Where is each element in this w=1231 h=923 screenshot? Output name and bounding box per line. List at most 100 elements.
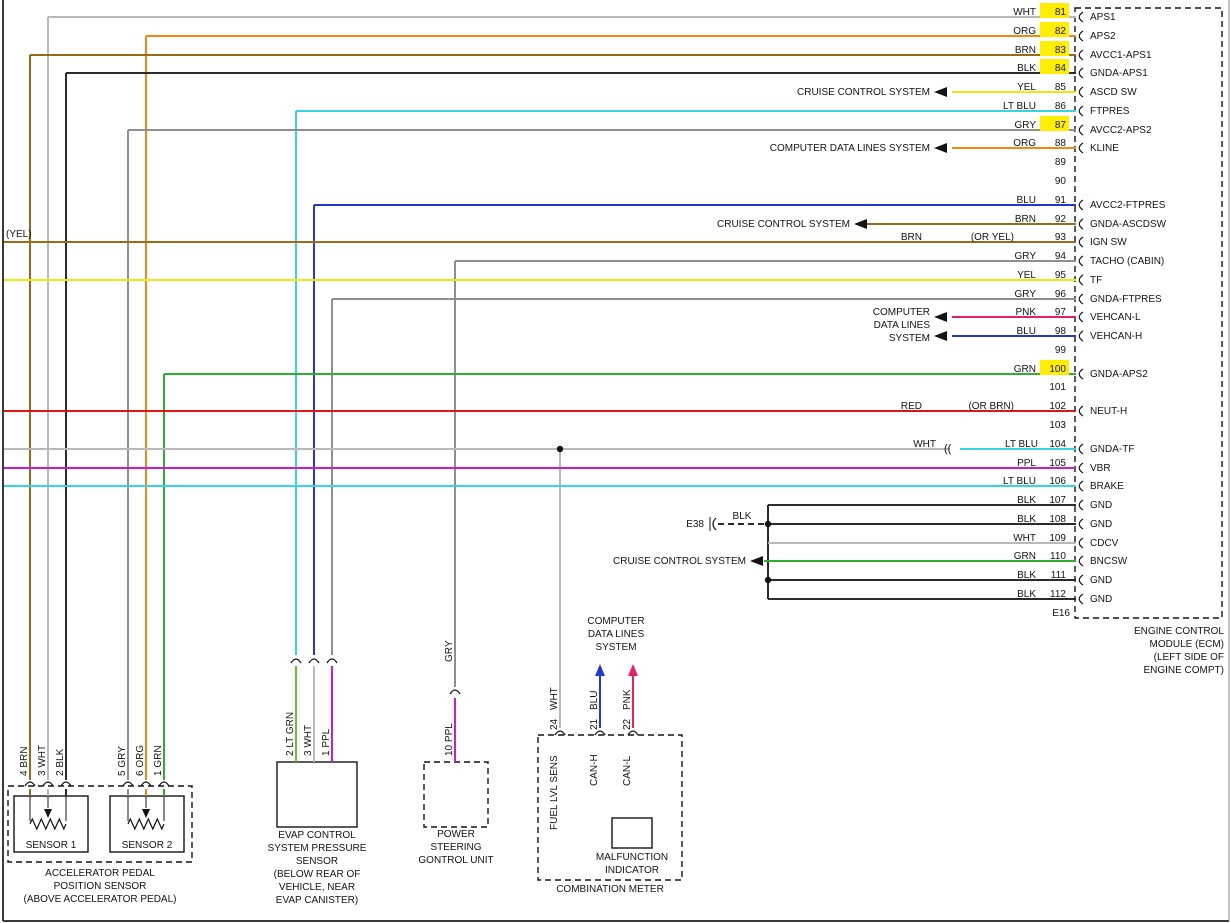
inline-connector-symbol: (( (944, 443, 952, 455)
flow-arrow-up (595, 664, 605, 676)
pin-number: 102 (1049, 401, 1066, 412)
wire-color-label: GRY (1015, 251, 1037, 262)
pin-number: 97 (1055, 307, 1067, 318)
pin-signal-name: GNDA-TF (1090, 444, 1134, 455)
potentiometer-resistor (127, 817, 165, 831)
mil-caption-line: MALFUNCTION (596, 852, 668, 863)
pin-signal-name: VEHCAN-H (1090, 331, 1142, 342)
mil-caption-line: INDICATOR (605, 865, 659, 876)
ecm-pin-arc (1078, 142, 1084, 154)
ecm-pin-arc (1078, 199, 1084, 211)
pin-highlight (1040, 360, 1069, 375)
pin-number: 87 (1055, 120, 1067, 131)
ecm-caption-line: MODULE (ECM) (1150, 639, 1224, 650)
wire-color-label: PPL (1017, 458, 1036, 469)
pin-number: 89 (1055, 157, 1067, 168)
ecm-pin-arc (1078, 574, 1084, 586)
psu-box (423, 761, 489, 828)
pin-signal-name: FTPRES (1090, 106, 1130, 117)
pin-signal-name: TF (1090, 275, 1102, 286)
pin-signal-name: APS1 (1090, 12, 1116, 23)
pot-wiper-arrow (44, 809, 52, 818)
connector-arc (60, 781, 72, 787)
wire-color-label: BLU (1017, 326, 1036, 337)
pin-signal-name: AVCC2-APS2 (1090, 125, 1152, 136)
wire-color-label: BLK (1017, 589, 1036, 600)
wire-color-label: BLK (1017, 514, 1036, 525)
wire-color-label: WHT (1013, 533, 1036, 544)
junction-dot (764, 520, 772, 528)
pin-signal-name: BNCSW (1090, 556, 1128, 567)
pin-signal-name: GNDA-FTPRES (1090, 294, 1162, 305)
psu-pin-label: 10 PPL (444, 723, 455, 756)
wire-color-label: BLK (1017, 63, 1036, 74)
evap-caption-line: EVAP CONTROL (278, 830, 356, 841)
ecm-pin-arc (1078, 86, 1084, 98)
pin-highlight (1040, 3, 1069, 18)
connector-arc (122, 781, 134, 787)
ecm-pin-arc (1078, 49, 1084, 61)
ecm-pin-arc (1078, 255, 1084, 267)
flow-arrow-left (934, 143, 947, 153)
pin-signal-name: GNDA-APS1 (1090, 68, 1148, 79)
meter-top-label-line: SYSTEM (595, 642, 636, 653)
connector-arc (554, 730, 566, 736)
meter-top-label-line: COMPUTER (587, 616, 644, 627)
evap-caption-line: (BELOW REAR OF (274, 869, 361, 880)
evap-pin-label: 3 WHT (303, 725, 314, 756)
ecm-pin-arc (1078, 462, 1084, 474)
connector-arc (594, 730, 606, 736)
pin-number: 105 (1049, 458, 1066, 469)
pin-number: 85 (1055, 82, 1067, 93)
wire-color-label: BRN (1015, 214, 1036, 225)
ecm-pin-arc (1078, 124, 1084, 136)
flow-arrow-left (854, 219, 867, 229)
meter-pin-signal: CAN-L (622, 756, 633, 786)
app-caption-line: (ABOVE ACCELERATOR PEDAL) (23, 894, 176, 905)
wire-color-label: BLK (1017, 495, 1036, 506)
wire-color-label: BLU (1017, 195, 1036, 206)
connector-arc (449, 689, 461, 695)
ecm-pin-arc (1078, 67, 1084, 79)
wire-color-label: BRN (901, 232, 922, 243)
pin-number: 95 (1055, 270, 1067, 281)
e38-wire-color-label: BLK (733, 511, 752, 522)
wire-color-label: WHT (1013, 7, 1036, 18)
ecm-pin-arc (1078, 11, 1084, 23)
meter-caption-line: COMBINATION METER (556, 884, 664, 895)
pin-signal-name: GND (1090, 500, 1112, 511)
pin-signal-name: GND (1090, 594, 1112, 605)
ecm-box (1074, 7, 1223, 619)
meter-pin-signal: CAN-H (589, 754, 600, 786)
pin-number: 82 (1055, 26, 1067, 37)
evap-caption-line: SENSOR (296, 856, 338, 867)
wire-color-label: GRY (1015, 289, 1037, 300)
junction-dot (764, 576, 772, 584)
pin-number: 110 (1050, 551, 1066, 562)
connector-arc (24, 781, 36, 787)
ecm-pin-arc (1078, 330, 1084, 342)
pin-number: 90 (1055, 176, 1067, 187)
meter-wire-color: PNK (622, 689, 633, 710)
pin-signal-name: VEHCAN-L (1090, 312, 1141, 323)
meter-box (537, 734, 683, 881)
wire-color-label: WHT (913, 439, 936, 450)
pin-signal-name: APS2 (1090, 31, 1116, 42)
wire-color-label: RED (901, 401, 922, 412)
system-label-line: COMPUTER DATA LINES SYSTEM (770, 143, 930, 154)
wire-color-label: ORG (1013, 26, 1036, 37)
wire-color-label: PNK (1015, 307, 1036, 318)
psu-caption-line: GONTROL UNIT (418, 855, 493, 866)
pin-number: 107 (1049, 495, 1066, 506)
wire-color-label: YEL (1017, 82, 1036, 93)
evap-caption-line: EVAP CANIST­ER) (276, 895, 358, 906)
app-pin-label: 2 BLK (55, 748, 66, 776)
pin-signal-name: BRAKE (1090, 481, 1124, 492)
wire-color-alt-label: (OR YEL) (971, 232, 1014, 243)
mil-box (611, 817, 653, 849)
e38-connector-arc (712, 517, 717, 531)
pin-highlight (1040, 22, 1069, 37)
meter-pin-number: 21 (589, 718, 600, 730)
ecm-caption-line: (LEFT SIDE OF (1154, 652, 1224, 663)
